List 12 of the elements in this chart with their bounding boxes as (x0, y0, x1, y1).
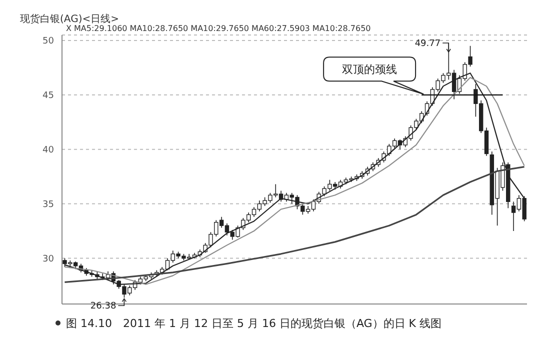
caption: 图 14.10 2011 年 1 月 12 日至 5 月 16 日的现货白银（AG）的日 K 线图 (66, 317, 442, 330)
y-tick-label: 40 (42, 146, 54, 156)
annotation: 49.77 (414, 38, 441, 49)
y-tick-label: 35 (42, 200, 54, 210)
y-tick-label: 45 (42, 91, 54, 102)
text: X MA5:29.1060 MA10:28.7650 MA10:29.7650 MA60:27.5903 MA10:28.7650 (66, 24, 371, 33)
annotation: 双顶的颈线 (342, 63, 398, 76)
y-tick-label: 50 (42, 36, 54, 47)
annotation: 26.38 (90, 302, 116, 312)
chart-title: 现货白银(AG)<日线> (20, 12, 119, 25)
line-series (64, 166, 526, 284)
y-tick-label: 30 (42, 254, 54, 264)
